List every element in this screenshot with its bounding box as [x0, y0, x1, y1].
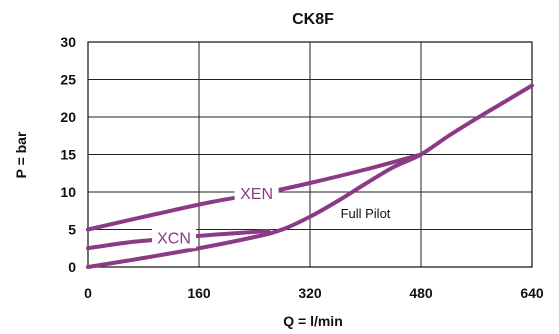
x-tick-label: 320 [298, 285, 322, 301]
series-line-full-pilot [86, 83, 534, 269]
plot-border [87, 41, 533, 268]
plot-frame [87, 41, 533, 268]
x-tick-label: 0 [84, 285, 92, 301]
series-label-xcn: XCN [157, 230, 191, 247]
x-tick-label: 480 [409, 285, 433, 301]
series-label-xen: XEN [240, 186, 273, 203]
y-tick-label: 25 [60, 72, 76, 88]
y-tick-label: 0 [68, 259, 76, 275]
x-tick-label: 160 [187, 285, 211, 301]
y-axis-label: P = bar [13, 131, 29, 178]
y-axis-ticks: 0 5 10 15 20 25 30 [60, 34, 76, 275]
chart-title: CK8F [292, 11, 334, 28]
y-tick-label: 20 [60, 109, 76, 125]
series-label-bg-xcn [152, 224, 197, 249]
y-tick-label: 30 [60, 34, 76, 50]
annotation-label: Full Pilot [341, 206, 391, 221]
x-tick-label: 640 [520, 285, 544, 301]
x-axis-ticks: 0 160 320 480 640 [84, 285, 544, 301]
y-tick-label: 10 [60, 184, 76, 200]
annotations: Full Pilot [341, 206, 391, 221]
series-labels: XEN XCN [152, 180, 279, 249]
series-label-bg-xen [234, 180, 279, 205]
y-tick-label: 5 [68, 222, 76, 238]
y-tick-label: 15 [60, 147, 76, 163]
x-axis-label: Q = l/min [283, 313, 343, 329]
